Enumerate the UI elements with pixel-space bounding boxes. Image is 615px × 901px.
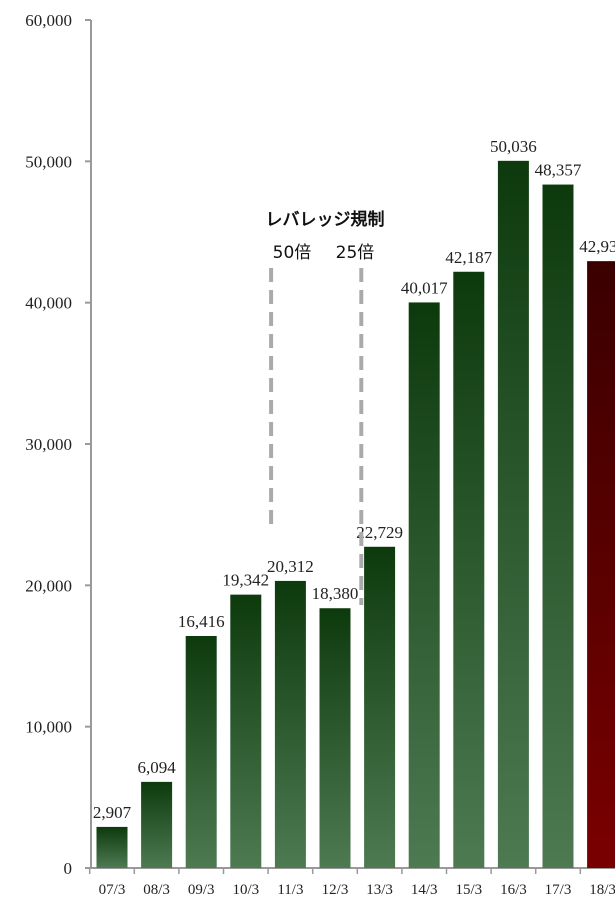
bar-value-label: 20,312 <box>267 557 314 576</box>
leverage-regulation-annotation: レバレッジ規制 50倍 25倍 <box>266 209 385 605</box>
bar <box>542 184 574 869</box>
bar <box>185 635 217 868</box>
bar-value-label: 19,342 <box>222 571 269 590</box>
bar-value-label: 50,036 <box>490 137 537 156</box>
bar-value-label: 2,907 <box>93 803 132 822</box>
annotation-label-50x: 50倍 <box>273 243 312 263</box>
bar <box>408 302 440 868</box>
x-tick-label: 14/3 <box>411 882 438 898</box>
bar-value-label: 42,938 <box>579 237 615 256</box>
bar <box>587 261 615 868</box>
x-tick-label: 15/3 <box>455 882 482 898</box>
x-tick-label: 17/3 <box>545 882 572 898</box>
bar <box>497 160 529 869</box>
bar-value-label: 18,380 <box>312 584 359 603</box>
bar-value-label: 42,187 <box>445 248 492 267</box>
x-axis: 07/3 08/3 09/3 10/3 11/3 12/3 13/3 14/3 15/3 16/3… <box>88 867 615 898</box>
bar <box>453 271 485 868</box>
annotation-title: レバレッジ規制 <box>266 209 385 230</box>
y-tick-label: 20,000 <box>25 576 72 595</box>
bar-value-label: 6,094 <box>137 758 176 777</box>
y-tick-label: 0 <box>64 859 73 878</box>
bar-value-label: 22,729 <box>356 523 403 542</box>
y-tick-label: 50,000 <box>25 152 72 171</box>
bar <box>319 608 351 868</box>
y-tick-label: 10,000 <box>25 718 72 737</box>
x-tick-label: 12/3 <box>322 882 349 898</box>
x-tick-label: 13/3 <box>366 882 393 898</box>
x-tick-label: 10/3 <box>232 882 259 898</box>
bar-value-label: 40,017 <box>401 278 448 297</box>
y-tick-label: 30,000 <box>25 435 72 454</box>
y-tick-label: 60,000 <box>25 11 72 30</box>
x-tick-label: 07/3 <box>99 882 126 898</box>
x-tick-label: 18/3 <box>589 882 615 898</box>
bar <box>364 546 396 868</box>
bar <box>274 580 306 868</box>
x-tick-label: 09/3 <box>188 882 215 898</box>
annotation-label-25x: 25倍 <box>336 243 375 263</box>
x-tick-label: 08/3 <box>143 882 170 898</box>
x-tick-label: 16/3 <box>500 882 527 898</box>
bar-value-label: 48,357 <box>535 161 582 180</box>
y-tick-label: 40,000 <box>25 294 72 313</box>
bar <box>230 594 262 868</box>
y-axis: 0 10,000 20,000 30,000 40,000 50,000 60,000 <box>25 11 92 878</box>
x-tick-label: 11/3 <box>277 882 303 898</box>
bar <box>141 781 173 868</box>
bar <box>96 826 128 868</box>
bar-value-label: 16,416 <box>178 612 225 631</box>
